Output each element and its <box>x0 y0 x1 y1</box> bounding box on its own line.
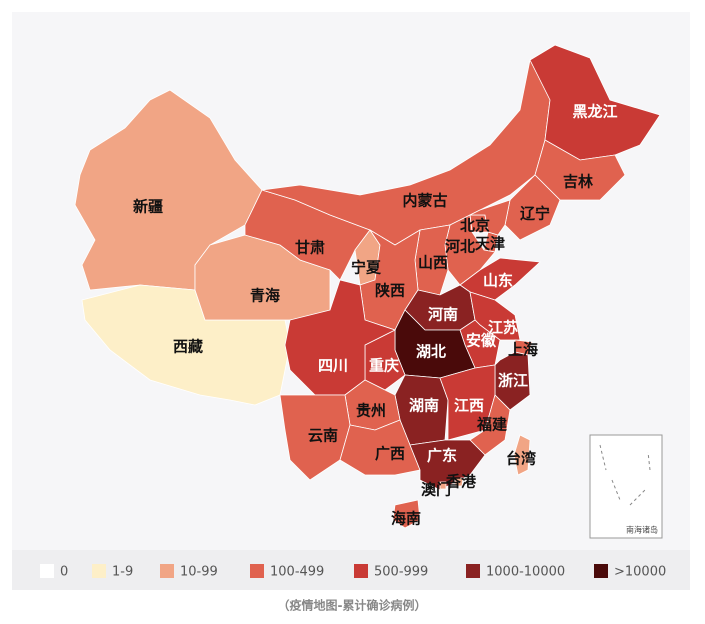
legend-label: 1-9 <box>112 565 133 580</box>
region-label: 福建 <box>476 416 508 434</box>
region-label: 澳门 <box>421 481 451 499</box>
region <box>444 199 511 286</box>
region <box>194 234 331 321</box>
legend-label: 100-499 <box>270 565 324 580</box>
region <box>513 434 531 476</box>
inset-box <box>589 434 663 539</box>
legend-label: 10-99 <box>180 565 218 580</box>
region-label: 安徽 <box>466 332 497 350</box>
region-label: 陕西 <box>375 282 405 300</box>
region-label: 西藏 <box>173 338 203 356</box>
caption: （疫情地图-累计确诊病例） <box>278 598 427 613</box>
region-label: 广东 <box>427 447 457 465</box>
legend-label: 500-999 <box>374 565 428 580</box>
region <box>529 44 661 161</box>
legend-swatch <box>466 564 480 578</box>
regions <box>74 44 661 529</box>
legend-swatch <box>40 564 54 578</box>
legend-label: >10000 <box>614 565 666 580</box>
inset-border <box>599 444 651 506</box>
legend-swatch <box>250 564 264 578</box>
region-label: 贵州 <box>356 402 386 420</box>
inset-label: 南海诸岛 <box>626 525 658 535</box>
region-label: 河南 <box>428 306 458 324</box>
legend-swatch <box>92 564 106 578</box>
region-label: 湖北 <box>416 343 446 361</box>
region-label: 江苏 <box>488 319 518 337</box>
region-label: 浙江 <box>498 372 528 390</box>
region-label: 新疆 <box>133 198 163 216</box>
legend: 0 1-9 10-99 100-499 500-999 1000-10000 >10000 <box>40 564 666 580</box>
region-label: 湖南 <box>409 397 439 415</box>
region-label: 山东 <box>483 272 513 290</box>
legend-label: 0 <box>60 565 68 580</box>
region <box>454 477 464 487</box>
legend-swatch <box>160 564 174 578</box>
region-label: 甘肃 <box>295 239 325 257</box>
region-label: 天津 <box>475 235 505 253</box>
region <box>284 279 397 396</box>
region-label: 上海 <box>508 341 538 359</box>
legend-label: 1000-10000 <box>486 565 565 580</box>
region-label: 辽宁 <box>520 205 550 223</box>
region <box>439 481 447 490</box>
region-label: 山西 <box>418 254 448 272</box>
region-label: 青海 <box>250 287 280 305</box>
region-label: 台湾 <box>506 450 536 468</box>
region-label: 宁夏 <box>351 259 382 277</box>
region-label: 广西 <box>375 445 405 463</box>
region-label: 重庆 <box>369 357 399 375</box>
legend-swatch <box>594 564 608 578</box>
region-label: 四川 <box>318 357 348 375</box>
region-label: 吉林 <box>563 173 594 191</box>
region-label: 内蒙古 <box>402 192 447 210</box>
region-label: 海南 <box>391 510 421 528</box>
region-label: 江西 <box>454 397 484 415</box>
legend-panel <box>12 550 690 590</box>
region-label: 香港 <box>446 473 477 491</box>
region-label: 云南 <box>308 427 338 445</box>
region <box>392 499 421 529</box>
legend-swatch <box>354 564 368 578</box>
region-label: 北京 <box>460 217 490 235</box>
region <box>409 439 486 491</box>
region-label: 河北 <box>445 238 475 256</box>
region-label: 黑龙江 <box>572 103 617 121</box>
